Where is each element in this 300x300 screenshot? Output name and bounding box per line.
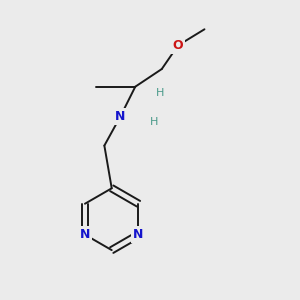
Text: N: N <box>116 110 126 123</box>
Text: O: O <box>173 39 183 52</box>
Text: N: N <box>80 228 90 241</box>
Text: N: N <box>133 228 144 241</box>
Text: H: H <box>150 117 159 127</box>
Text: H: H <box>156 88 164 98</box>
